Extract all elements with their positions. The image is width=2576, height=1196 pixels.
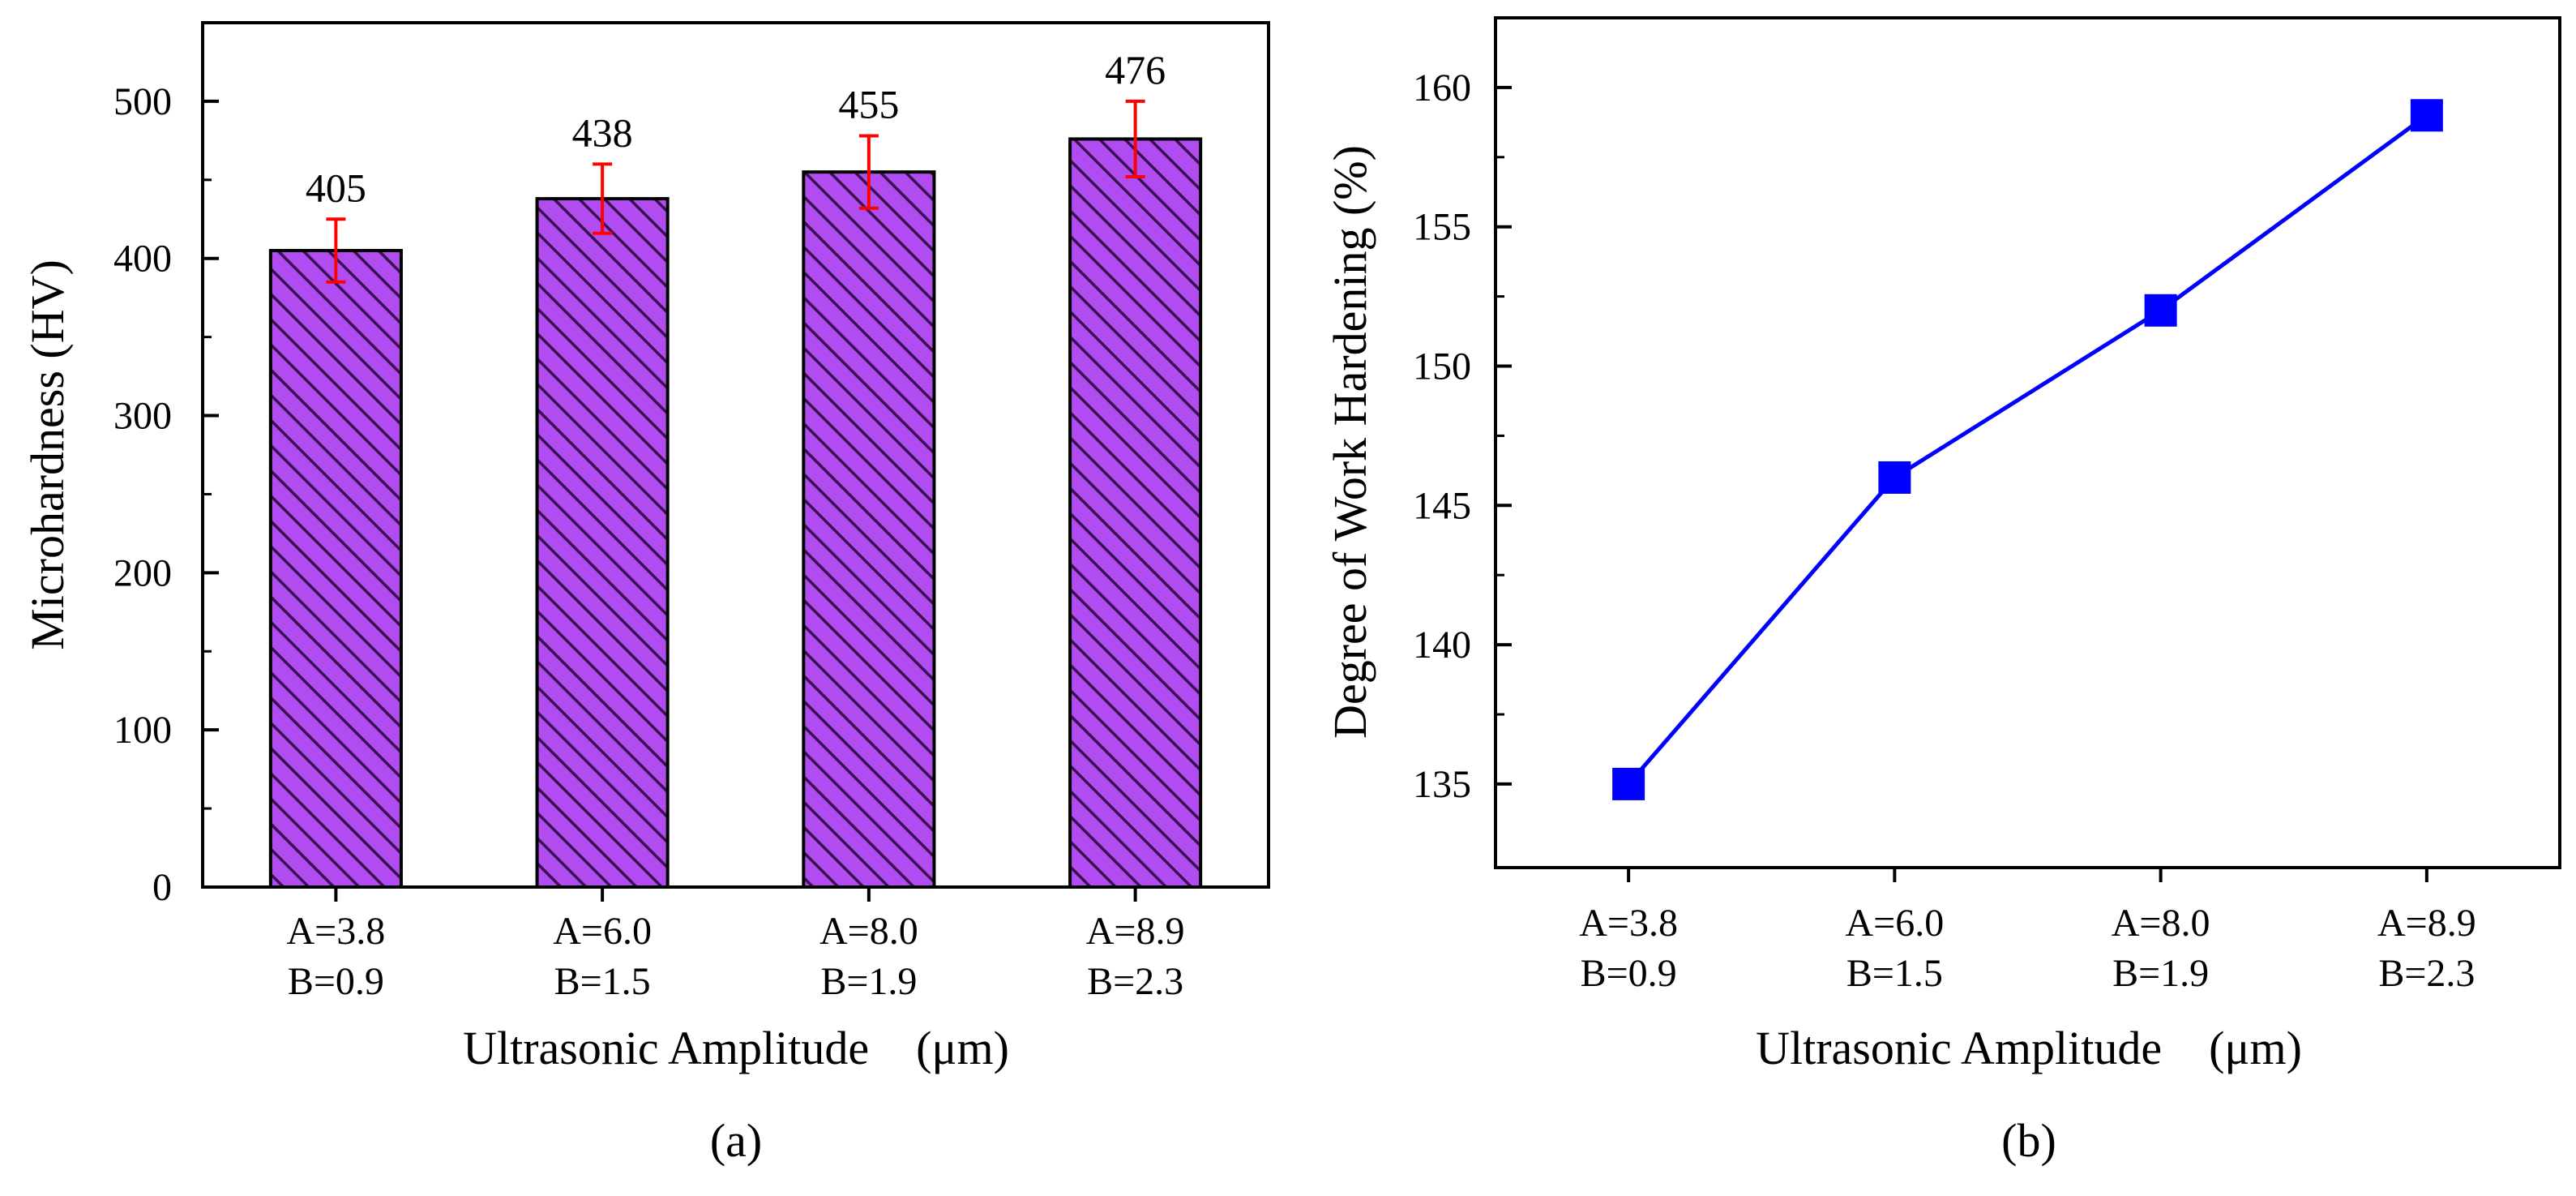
data-label: 438 bbox=[572, 109, 633, 155]
y-axis-ticks: 135 140 145 150 155 160 bbox=[1413, 66, 1512, 806]
y-tick-label: 500 bbox=[113, 80, 172, 123]
data-label: 455 bbox=[838, 82, 899, 127]
plot-frame-b bbox=[1494, 16, 2561, 869]
bar bbox=[535, 197, 670, 889]
y-tick-label: 200 bbox=[113, 551, 172, 594]
bar bbox=[268, 249, 403, 889]
panel-label-b: (b) bbox=[2001, 1114, 2056, 1167]
x-tick-label: A=3.8 B=0.9 bbox=[1579, 902, 1678, 995]
y-tick-label: 145 bbox=[1413, 484, 1471, 527]
y-tick-label: 400 bbox=[113, 238, 172, 281]
y-tick-label: 160 bbox=[1413, 66, 1471, 109]
bar-series bbox=[268, 137, 1203, 889]
x-tick-label: A=6.0 B=1.5 bbox=[553, 910, 652, 1003]
x-tick-label: A=6.0 B=1.5 bbox=[1846, 902, 1945, 995]
bar bbox=[1068, 137, 1203, 889]
y-tick-label: 0 bbox=[152, 866, 172, 909]
x-axis-title-a: Ultrasonic Amplitude (μm) bbox=[463, 1022, 1009, 1074]
data-point bbox=[2410, 99, 2443, 132]
x-tick-label: A=8.9 B=2.3 bbox=[1086, 910, 1185, 1003]
x-tick-label: A=8.0 B=1.9 bbox=[819, 910, 918, 1003]
y-tick-label: 300 bbox=[113, 395, 172, 438]
x-tick-label: A=3.8 B=0.9 bbox=[287, 910, 386, 1003]
data-point bbox=[1612, 767, 1645, 800]
error-bar-series bbox=[326, 99, 1145, 284]
chart-panel-a: 0 100 200 300 400 500 A=3.8 B=0.9 A=6.0 B=1.5 A=8… bbox=[21, 21, 1270, 1167]
x-axis-ticks: A=3.8 B=0.9 A=6.0 B=1.5 A=8.0 B=1.9 A=8.9 B=2.3 bbox=[1579, 868, 2476, 995]
x-tick-label: A=8.9 B=2.3 bbox=[2377, 902, 2476, 995]
bar bbox=[802, 170, 936, 889]
series-line bbox=[1627, 114, 2428, 786]
y-tick-label: 150 bbox=[1413, 345, 1471, 388]
data-label: 476 bbox=[1105, 47, 1166, 92]
x-tick-label: A=8.0 B=1.9 bbox=[2112, 902, 2210, 995]
x-axis-ticks: A=3.8 B=0.9 A=6.0 B=1.5 A=8.0 B=1.9 A=8.9 B=2.3 bbox=[287, 887, 1185, 1003]
data-point bbox=[1878, 461, 1911, 494]
y-tick-label: 135 bbox=[1413, 763, 1471, 806]
panel-label-a: (a) bbox=[710, 1114, 762, 1167]
y-axis-title-a: Microhardness (HV) bbox=[21, 259, 74, 650]
y-tick-label: 100 bbox=[113, 709, 172, 752]
y-axis-title-b: Degree of Work Hardening (%) bbox=[1324, 145, 1376, 739]
data-point bbox=[2144, 294, 2177, 327]
plot-frame-a bbox=[201, 21, 1270, 889]
y-tick-label: 140 bbox=[1413, 624, 1471, 667]
x-axis-title-b: Ultrasonic Amplitude (μm) bbox=[1756, 1022, 2302, 1074]
data-label: 405 bbox=[306, 165, 366, 210]
y-tick-label: 155 bbox=[1413, 206, 1471, 249]
value-labels: 405 438 455 476 bbox=[306, 47, 1166, 210]
series-markers bbox=[1612, 99, 2443, 800]
